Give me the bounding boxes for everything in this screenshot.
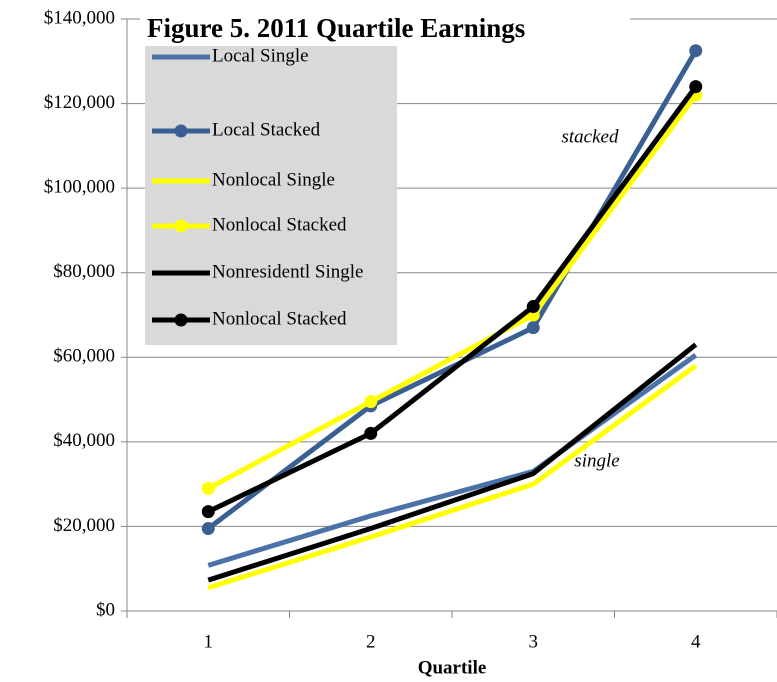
series-line xyxy=(207,363,698,591)
legend-marker xyxy=(174,124,188,138)
legend-marker xyxy=(174,219,188,233)
annotation: single xyxy=(574,450,619,471)
y-tick-label: $140,000 xyxy=(44,7,115,28)
chart-title: Figure 5. 2011 Quartile Earnings xyxy=(147,13,525,43)
series-line xyxy=(207,85,698,514)
y-tick-label: $20,000 xyxy=(53,515,115,536)
series-line xyxy=(207,353,698,568)
legend-marker xyxy=(174,313,188,327)
series-marker xyxy=(526,300,540,314)
series-marker xyxy=(201,522,215,536)
series-marker xyxy=(364,426,378,440)
legend-label: Nonlocal Single xyxy=(212,169,335,190)
legend-box xyxy=(145,46,397,345)
x-tick-label: 4 xyxy=(691,631,701,652)
series-marker xyxy=(364,395,378,409)
series-marker xyxy=(689,80,703,94)
legend-label: Nonresidentl Single xyxy=(212,261,363,282)
series-line xyxy=(207,342,698,583)
y-tick-label: $40,000 xyxy=(53,430,115,451)
series-marker xyxy=(689,44,703,58)
y-tick-label: $100,000 xyxy=(44,177,115,198)
series-line xyxy=(207,93,698,491)
y-tick-label: $0 xyxy=(96,599,115,620)
annotation: stacked xyxy=(562,126,619,147)
x-tick-label: 2 xyxy=(366,631,376,652)
series-marker xyxy=(526,321,540,335)
title-background xyxy=(140,12,630,46)
legend-label: Local Single xyxy=(212,45,309,66)
legend-label: Local Stacked xyxy=(212,119,321,140)
x-tick-label: 3 xyxy=(529,631,539,652)
x-axis-label: Quartile xyxy=(418,657,487,678)
series-marker xyxy=(201,481,215,495)
y-tick-label: $60,000 xyxy=(53,346,115,367)
series-marker xyxy=(201,505,215,519)
y-tick-label: $80,000 xyxy=(53,261,115,282)
legend-label: Nonlocal Stacked xyxy=(212,308,347,329)
legend-label: Nonlocal Stacked xyxy=(212,214,347,235)
y-tick-label: $120,000 xyxy=(44,92,115,113)
x-tick-label: 1 xyxy=(204,631,214,652)
